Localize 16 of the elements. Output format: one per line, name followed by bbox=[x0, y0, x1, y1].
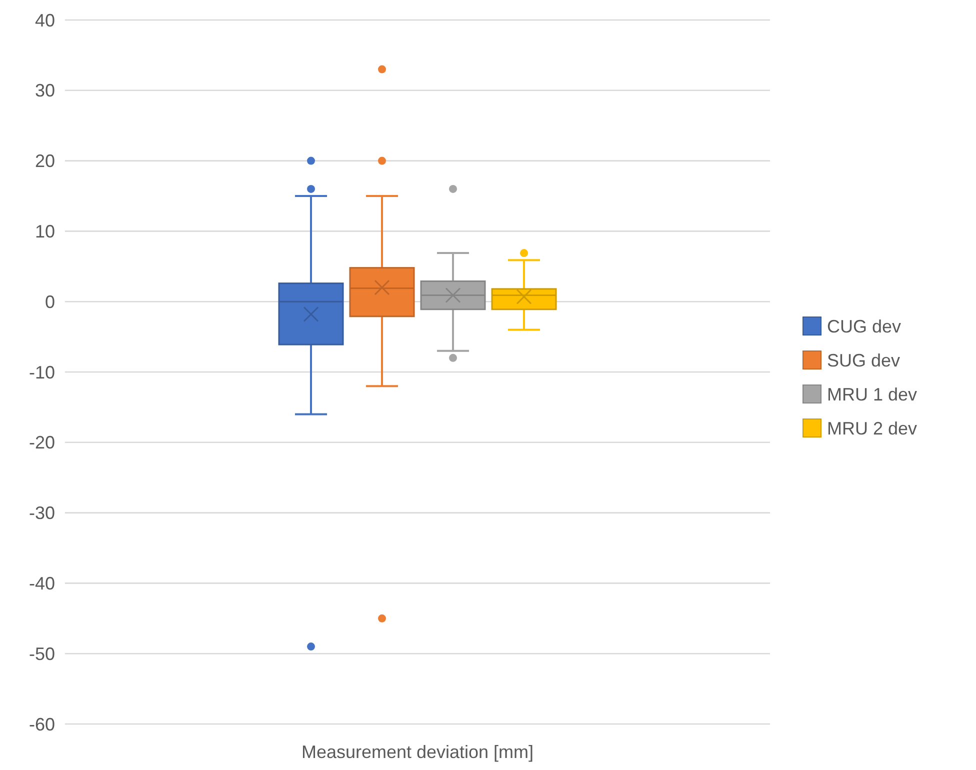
legend-label: CUG dev bbox=[827, 316, 902, 336]
y-tick-label: 0 bbox=[44, 292, 55, 312]
y-tick-label: 10 bbox=[34, 222, 55, 242]
y-tick-label: -30 bbox=[28, 503, 55, 524]
y-tick-label: -60 bbox=[28, 714, 55, 734]
y-tick-label: -50 bbox=[28, 644, 55, 664]
y-tick-label: -20 bbox=[28, 432, 55, 453]
y-tick-label: 40 bbox=[34, 10, 55, 30]
legend-label: SUG dev bbox=[827, 350, 900, 370]
y-tick-label: -40 bbox=[28, 574, 55, 594]
x-tick-label: Measurement deviation [mm] bbox=[301, 742, 534, 762]
legend-label: MRU 2 dev bbox=[827, 418, 918, 438]
legend-label: MRU 1 dev bbox=[827, 384, 918, 404]
y-tick-label: 30 bbox=[34, 80, 55, 101]
y-tick-label: 20 bbox=[34, 151, 55, 172]
y-tick-label: -10 bbox=[28, 362, 55, 382]
